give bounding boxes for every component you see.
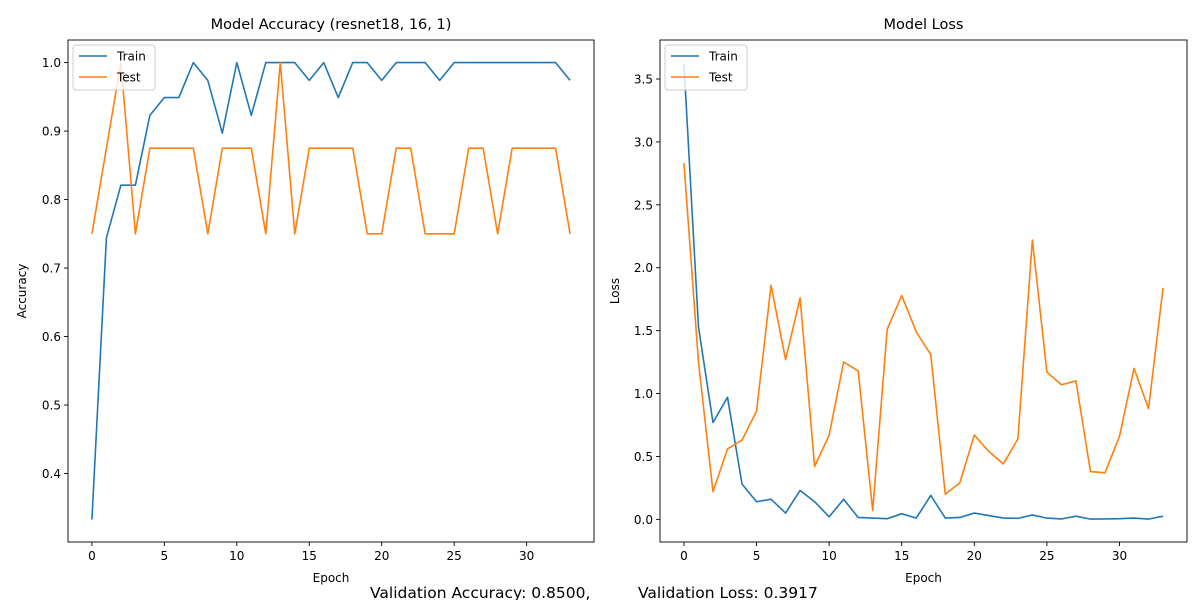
- accuracy-x-tick-label: 5: [161, 549, 169, 563]
- accuracy-x-tick-label: 15: [302, 549, 317, 563]
- loss-x-tick-label: 0: [680, 549, 688, 563]
- loss-y-tick-label: 2.0: [634, 261, 653, 275]
- accuracy-legend-label-train: Train: [116, 50, 146, 64]
- accuracy-y-tick-label: 0.7: [42, 262, 61, 276]
- validation-summary: Validation Accuracy: 0.8500, Validation …: [370, 584, 818, 600]
- validation-accuracy-text: Validation Accuracy: 0.8500,: [370, 584, 590, 600]
- loss-y-tick-label: 0.5: [634, 450, 653, 464]
- accuracy-x-tick-label: 25: [447, 549, 462, 563]
- loss-x-tick-label: 25: [1039, 549, 1054, 563]
- accuracy-x-axis-label: Epoch: [313, 571, 350, 585]
- accuracy-y-tick-label: 1.0: [42, 56, 61, 70]
- loss-legend-label-train: Train: [708, 50, 738, 64]
- loss-y-tick-label: 2.5: [634, 198, 653, 212]
- accuracy-y-tick-label: 0.8: [42, 193, 61, 207]
- loss-series-test-line: [683, 163, 1164, 512]
- accuracy-y-tick-label: 0.5: [42, 399, 61, 413]
- accuracy-chart-title: Model Accuracy (resnet18, 16, 1): [211, 17, 452, 33]
- loss-legend-label-test: Test: [708, 71, 733, 85]
- loss-series-train-line: [683, 63, 1164, 520]
- loss-x-axis-label: Epoch: [905, 571, 942, 585]
- accuracy-x-tick-label: 0: [88, 549, 96, 563]
- loss-x-tick-label: 15: [894, 549, 909, 563]
- loss-axes-frame: [659, 39, 1188, 543]
- accuracy-x-tick-label: 30: [519, 549, 534, 563]
- accuracy-legend-label-test: Test: [116, 71, 141, 85]
- loss-y-axis-label: Loss: [608, 278, 622, 304]
- loss-y-tick-label: 1.0: [634, 387, 653, 401]
- accuracy-y-tick-label: 0.4: [42, 467, 61, 481]
- accuracy-y-tick-label: 0.9: [42, 125, 61, 139]
- accuracy-y-axis-label: Accuracy: [15, 264, 29, 319]
- accuracy-axes-frame: [67, 39, 595, 543]
- loss-chart: Model Loss Epoch Loss 0 5 10 15 20 25 30 0.0 0.5…: [608, 17, 1188, 585]
- accuracy-series-train-line: [91, 61, 571, 520]
- loss-y-tick-label: 1.5: [634, 324, 653, 338]
- accuracy-x-tick-label: 10: [229, 549, 244, 563]
- accuracy-y-tick-label: 0.6: [42, 330, 61, 344]
- accuracy-x-tick-label: 20: [374, 549, 389, 563]
- accuracy-chart: Model Accuracy (resnet18, 16, 1) Epoch A…: [15, 17, 595, 585]
- loss-x-tick-label: 20: [967, 549, 982, 563]
- loss-legend: Train Test: [664, 44, 748, 91]
- loss-chart-title: Model Loss: [884, 17, 964, 33]
- loss-x-tick-label: 30: [1112, 549, 1127, 563]
- loss-x-tick-label: 10: [821, 549, 836, 563]
- loss-x-tick-label: 5: [753, 549, 761, 563]
- accuracy-series-test-line: [91, 61, 571, 235]
- loss-y-tick-label: 3.0: [634, 135, 653, 149]
- accuracy-legend: Train Test: [72, 44, 156, 91]
- validation-loss-text: Validation Loss: 0.3917: [638, 584, 818, 600]
- loss-y-tick-label: 3.5: [634, 73, 653, 87]
- loss-y-tick-label: 0.0: [634, 513, 653, 527]
